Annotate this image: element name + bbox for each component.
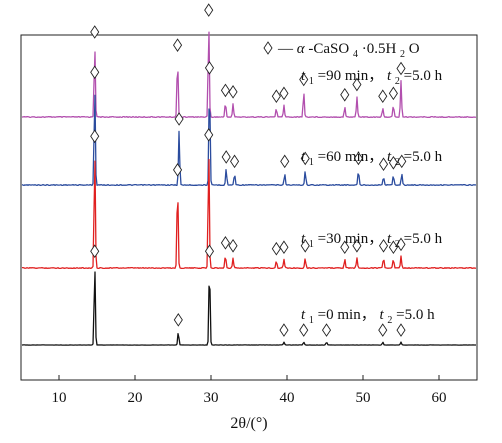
series-label-0: t 1 =0 min， t 2 =5.0 h xyxy=(301,307,435,327)
peak-marker-diamond-icon xyxy=(340,87,350,102)
peak-marker-diamond-icon xyxy=(90,129,100,144)
series-label-90: t 1 =90 min， t 2 =5.0 h xyxy=(301,68,443,88)
series-line-3 xyxy=(21,271,476,346)
series-label-30: t 1 =30 min， t 2 =5.0 h xyxy=(301,231,443,251)
peak-marker-diamond-icon xyxy=(221,150,231,164)
legend-phase: -CaSO xyxy=(308,41,349,57)
series-label-90-eq2: =5.0 h xyxy=(404,68,443,84)
series-label-60-t2: t xyxy=(387,149,392,165)
peak-marker-diamond-icon xyxy=(279,240,289,255)
legend-alpha: α xyxy=(297,41,306,57)
markers-layer xyxy=(90,3,407,337)
legend-sub4: 4 xyxy=(353,49,358,60)
peak-marker-diamond-icon xyxy=(396,323,406,337)
peak-marker-diamond-icon xyxy=(388,86,398,101)
legend-o: O xyxy=(409,41,420,57)
series-label-60-eq2: =5.0 h xyxy=(404,149,443,165)
peak-marker-diamond-icon xyxy=(299,72,309,87)
peak-marker-diamond-icon xyxy=(353,151,363,166)
series-label-0-eq1: =0 min， xyxy=(318,307,376,323)
x-tick-label: 60 xyxy=(432,390,447,406)
peak-marker-diamond-icon xyxy=(230,154,240,169)
peak-marker-diamond-icon xyxy=(300,238,310,253)
x-axis-ticks: 10 20 30 40 50 60 xyxy=(52,375,447,406)
peak-marker-diamond-icon xyxy=(378,89,388,104)
series-label-30-sub1: 1 xyxy=(309,239,314,250)
legend-dash: — xyxy=(277,41,294,57)
peak-marker-diamond-icon xyxy=(220,83,230,98)
peak-marker-diamond-icon xyxy=(271,241,281,256)
legend-diamond-icon xyxy=(263,41,273,55)
peak-marker-diamond-icon xyxy=(279,323,289,337)
peak-marker-diamond-icon xyxy=(388,240,398,255)
series-label-90-t1: t xyxy=(301,68,306,84)
peak-marker-diamond-icon xyxy=(396,61,406,76)
peak-marker-diamond-icon xyxy=(378,323,388,337)
series-line-1 xyxy=(21,94,477,187)
peak-marker-diamond-icon xyxy=(340,240,350,255)
series-label-90-sub2: 2 xyxy=(395,76,400,87)
legend: — α -CaSO 4 ·0.5H 2 O xyxy=(263,41,420,61)
peak-marker-diamond-icon xyxy=(352,238,362,253)
series-label-30-eq1: =30 min， xyxy=(318,231,384,247)
series-label-0-eq2: =5.0 h xyxy=(396,307,435,323)
peak-marker-diamond-icon xyxy=(90,65,100,80)
series-label-30-eq2: =5.0 h xyxy=(404,231,443,247)
peak-marker-diamond-icon xyxy=(300,151,310,166)
legend-text: — α -CaSO 4 ·0.5H 2 O xyxy=(277,41,420,61)
x-tick-label: 10 xyxy=(52,390,67,406)
series-label-90-t2: t xyxy=(387,68,392,84)
peak-marker-diamond-icon xyxy=(220,236,230,250)
peak-marker-diamond-icon xyxy=(378,157,389,172)
peak-marker-diamond-icon xyxy=(204,3,214,17)
series-label-30-t1: t xyxy=(301,231,306,247)
peak-marker-diamond-icon xyxy=(396,237,406,252)
peak-marker-diamond-icon xyxy=(90,25,100,39)
series-label-60-eq1: =60 min， xyxy=(318,149,384,165)
peak-marker-diamond-icon xyxy=(204,61,215,75)
peak-marker-diamond-icon xyxy=(299,323,309,337)
peak-marker-diamond-icon xyxy=(204,244,215,259)
peak-marker-diamond-icon xyxy=(173,163,183,177)
peak-marker-diamond-icon xyxy=(228,85,238,99)
peak-marker-diamond-icon xyxy=(280,154,290,169)
x-tick-label: 30 xyxy=(204,390,219,406)
peak-marker-diamond-icon xyxy=(174,112,184,126)
legend-sub2: 2 xyxy=(400,49,405,60)
series-label-0-sub2: 2 xyxy=(387,315,392,326)
x-tick-label: 40 xyxy=(280,390,295,406)
peak-marker-diamond-icon xyxy=(271,89,281,104)
series-label-60: t 1 =60 min， t 2 =5.0 h xyxy=(301,149,443,169)
x-tick-label: 20 xyxy=(128,390,143,406)
peak-marker-diamond-icon xyxy=(321,323,332,337)
peak-marker-diamond-icon xyxy=(397,154,407,169)
peak-marker-diamond-icon xyxy=(352,77,362,92)
series-layer xyxy=(21,31,477,346)
series-label-30-sub2: 2 xyxy=(395,239,400,250)
x-axis-title: 2θ/(°) xyxy=(230,415,267,432)
series-label-30-t2: t xyxy=(387,231,392,247)
series-line-2 xyxy=(22,158,477,270)
series-label-60-sub2: 2 xyxy=(395,157,400,168)
peak-marker-diamond-icon xyxy=(388,155,398,170)
legend-dot: ·0.5H xyxy=(362,41,397,57)
peak-marker-diamond-icon xyxy=(90,244,100,259)
series-label-0-t1: t xyxy=(301,307,306,323)
plot-frame xyxy=(20,34,478,381)
series-label-90-sub1: 1 xyxy=(309,76,314,87)
series-label-60-sub1: 1 xyxy=(309,157,314,168)
peak-marker-diamond-icon xyxy=(173,38,183,52)
peak-marker-diamond-icon xyxy=(204,128,214,142)
peak-marker-diamond-icon xyxy=(173,313,183,327)
x-tick-label: 50 xyxy=(356,390,371,406)
series-label-0-sub1: 1 xyxy=(309,315,314,326)
peak-marker-diamond-icon xyxy=(228,238,238,253)
series-label-60-t1: t xyxy=(301,149,306,165)
peak-marker-diamond-icon xyxy=(378,238,389,253)
series-label-0-t2: t xyxy=(379,307,384,323)
series-label-90-eq1: =90 min， xyxy=(318,68,384,84)
peak-marker-diamond-icon xyxy=(279,86,289,101)
series-line-0 xyxy=(21,31,477,119)
